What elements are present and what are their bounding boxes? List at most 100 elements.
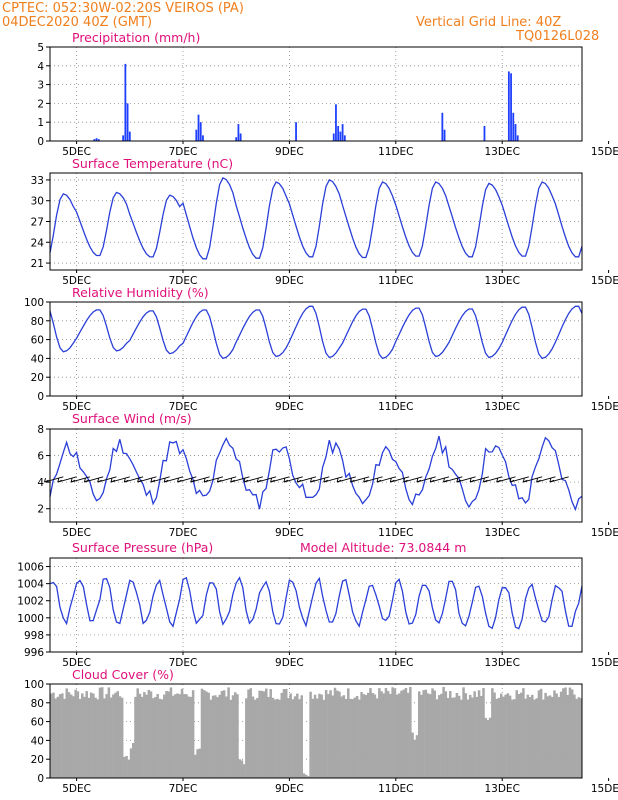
cloud-bar-130 [338,691,341,778]
cloud-bar-123 [322,699,326,778]
cloud-bar-6 [63,698,66,778]
rh-series-line [49,305,583,360]
cloud-bar-147 [375,698,379,778]
cloud-bar-216 [528,697,532,778]
precip-bar-8 [197,114,200,141]
cloud-bar-133 [344,698,348,778]
cloud-bar-114 [302,773,306,778]
rh-xtick-label-3: 11DEC [378,401,413,413]
cloud-bar-186 [462,687,465,778]
wind-ytick-label-0: 2 [37,504,44,516]
temp-title: Surface Temperature (nC) [72,156,233,171]
cloud-bar-107 [287,698,290,778]
cloud-bar-195 [482,688,485,778]
header-left-line2: 04DEC2020 40Z (GMT) [2,15,153,30]
cloud-bar-22 [98,687,102,778]
pres-xtick-label-3: 11DEC [378,657,413,669]
wind-xtick-label-2: 9DEC [275,527,304,539]
cloud-bar-142 [364,695,368,778]
cloud-bar-227 [553,690,556,778]
cloud-bar-111 [296,693,299,778]
cloud-bar-64 [191,690,195,778]
wind-vector-head-24 [363,477,368,483]
temp-xtick-label-3: 11DEC [378,275,413,287]
cloud-bar-191 [473,691,476,778]
cloud-bar-105 [282,689,286,778]
cloud-bar-121 [318,693,321,778]
cloud-bar-33 [123,756,126,778]
temp-ytick-label-3: 30 [31,196,44,208]
cloud-bar-26 [107,687,111,778]
precip-xtick-label-4: 13DEC [484,146,519,158]
cloud-bar-211 [517,693,521,778]
cloud-bar-174 [435,699,439,778]
cloud-bar-52 [165,691,168,778]
rh-ytick-label-1: 20 [31,372,44,384]
cloud-bar-159 [402,689,405,778]
precip-ytick-label-0: 0 [37,136,44,148]
rh-title: Relative Humidity (%) [72,285,209,300]
cloud-bar-141 [362,694,366,778]
rh-ytick-label-2: 40 [31,353,44,365]
cloud-bar-150 [382,693,386,778]
cloud-bar-110 [293,696,297,778]
cloud-bar-92 [253,699,257,778]
wind-vector-head-38 [549,477,555,483]
precip-xtick-label-3: 11DEC [378,146,413,158]
wind-xtick-label-1: 7DEC [169,527,198,539]
cloud-ytick-label-4: 80 [31,698,44,710]
cloud-bar-61 [185,694,188,778]
cloud-bar-24 [103,698,106,778]
wind-vector-33 [483,476,503,483]
cloud-bar-66 [196,749,199,778]
cloud-bar-128 [333,687,337,778]
cloud-bar-4 [58,694,62,778]
cloud-bar-194 [480,695,483,778]
cloud-frame [49,683,583,779]
cloud-bar-116 [307,776,310,778]
cloud-ytick-label-0: 0 [37,773,44,785]
cloud-bar-143 [366,692,370,778]
precip-bar-11 [235,137,238,141]
cloud-bar-205 [504,694,507,778]
cloud-bar-89 [247,689,250,778]
cloud-bar-39 [136,688,139,778]
pres-xtick-label-1: 7DEC [169,657,198,669]
cloud-bar-167 [420,694,423,778]
wind-vector-30 [443,476,463,483]
cloud-bar-179 [446,697,450,778]
cloud-bar-132 [342,695,346,778]
cloud-bar-176 [440,693,443,778]
cloud-bar-200 [493,692,496,778]
wind-vector-head-18 [283,477,289,483]
cloud-bar-217 [531,694,534,778]
wind-vector-32 [469,476,490,483]
rh-xtick-label-1: 7DEC [169,401,198,413]
cloud-bar-10 [72,696,75,778]
wind-vector-22 [336,476,357,483]
wind-vector-head-15 [243,477,249,483]
cloud-bar-212 [519,692,523,778]
cloud-bar-60 [183,694,186,778]
cloud-bar-65 [194,754,197,778]
precip-bar-3 [122,135,125,141]
rh-ytick-label-5: 100 [24,297,44,309]
cloud-bar-88 [245,698,248,778]
cloud-bar-137 [353,697,357,778]
wind-vector-head-0 [44,477,49,483]
cloud-bar-1 [52,692,55,778]
cloud-bar-231 [562,688,565,778]
wind-vector-head-33 [482,477,488,483]
precip-frame [49,46,583,142]
cloud-bar-204 [502,696,505,778]
wind-title: Surface Wind (m/s) [72,411,192,426]
cloud-bar-23 [100,687,104,778]
cloud-title: Cloud Cover (%) [72,667,174,682]
cloud-bar-7 [65,688,69,778]
wind-vector-17 [270,476,290,483]
cloud-bar-63 [189,696,193,778]
cloud-bar-148 [378,688,381,778]
